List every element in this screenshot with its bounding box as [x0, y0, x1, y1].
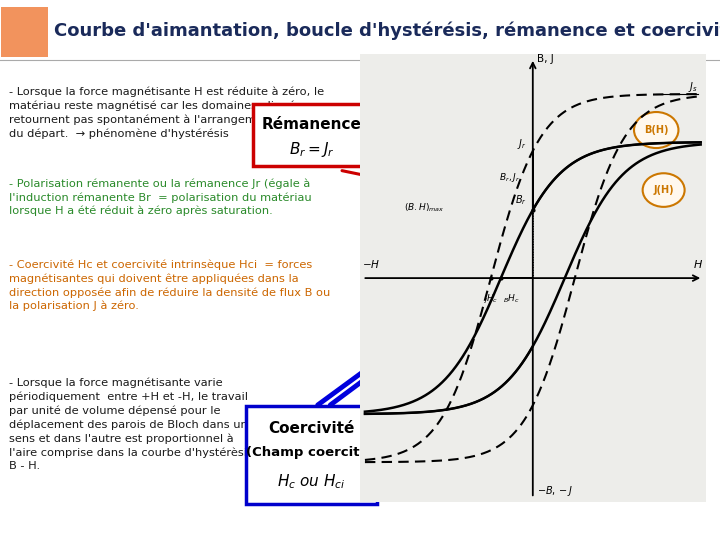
Text: J(H): J(H) [653, 185, 674, 195]
Text: $-H$: $-H$ [362, 259, 381, 271]
Text: $_{J}H_c$: $_{J}H_c$ [483, 293, 498, 306]
Text: $B_r$: $B_r$ [515, 194, 527, 207]
Text: $B_r = J_r$: $B_r = J_r$ [289, 140, 334, 159]
Text: - Lorsque la force magnétisante varie
périodiquement  entre +H et -H, le travail: - Lorsque la force magnétisante varie pé… [9, 378, 253, 471]
Text: B, J: B, J [537, 54, 554, 64]
Ellipse shape [643, 173, 685, 207]
FancyBboxPatch shape [253, 104, 369, 166]
Ellipse shape [634, 112, 678, 148]
Text: $_BH_c$: $_BH_c$ [503, 293, 520, 305]
Text: $B_r, J_r$: $B_r, J_r$ [499, 171, 521, 185]
Text: Courbe d'aimantation, boucle d'hystérésis, rémanence et coercivité: Courbe d'aimantation, boucle d'hystérési… [54, 22, 720, 40]
Text: - Polarisation rémanente ou la rémanence Jr (égale à
l'induction rémanente Br  =: - Polarisation rémanente ou la rémanence… [9, 178, 311, 217]
Text: H: H [693, 260, 702, 271]
Text: Rémanence: Rémanence [261, 117, 361, 132]
FancyBboxPatch shape [246, 406, 377, 504]
FancyBboxPatch shape [1, 7, 48, 57]
Text: Coercivité: Coercivité [269, 421, 354, 436]
Text: $J_r$: $J_r$ [517, 137, 527, 151]
Text: $J_s$: $J_s$ [688, 80, 698, 94]
Text: $(B.H)_{max}$: $(B.H)_{max}$ [405, 201, 445, 213]
Text: - Coercivité Hc et coercivité intrinsèque Hci  = forces
magnétisantes qui doiven: - Coercivité Hc et coercivité intrinsèqu… [9, 259, 330, 312]
Text: - Lorsque la force magnétisante H est réduite à zéro, le
matériau reste magnétis: - Lorsque la force magnétisante H est ré… [9, 86, 328, 139]
Text: $-B, -J$: $-B, -J$ [536, 484, 573, 498]
Text: B(H): B(H) [644, 125, 668, 135]
Text: $H_c$ ou $H_{ci}$: $H_c$ ou $H_{ci}$ [277, 472, 346, 491]
Text: (Champ coercitif): (Champ coercitif) [246, 446, 377, 458]
